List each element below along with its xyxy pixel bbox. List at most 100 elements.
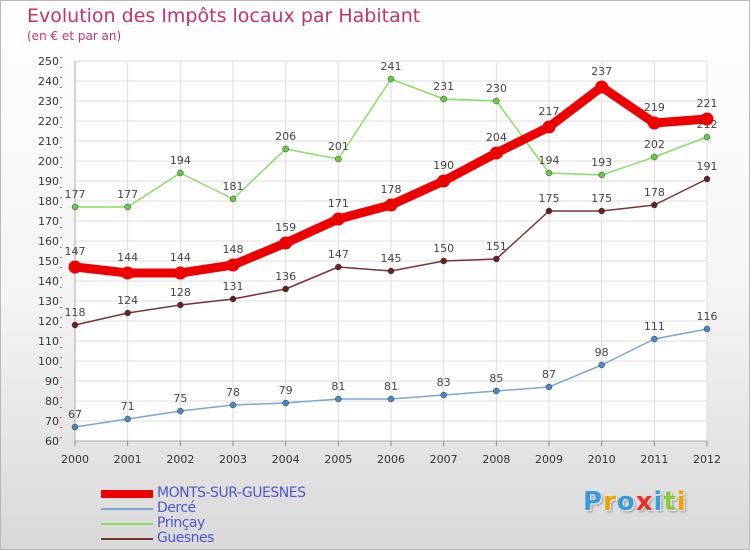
y-tick-label: 230 <box>38 95 59 108</box>
data-point <box>651 335 658 343</box>
data-point <box>229 401 237 409</box>
x-tick-label: 2010 <box>588 453 616 466</box>
x-tick-label: 2008 <box>482 453 510 466</box>
data-label: 177 <box>117 188 138 201</box>
data-label: 128 <box>170 286 191 299</box>
logo-letter: P <box>583 487 604 517</box>
x-tick-label: 2012 <box>693 453 721 466</box>
x-tick-label: 2002 <box>166 453 194 466</box>
data-label: 78 <box>226 386 240 399</box>
y-tick-label: 180 <box>38 195 59 208</box>
data-label: 79 <box>279 384 293 397</box>
y-tick-label: 90 <box>45 375 59 388</box>
data-point <box>279 236 293 250</box>
x-tick-label: 2003 <box>219 453 247 466</box>
data-label: 116 <box>697 310 718 323</box>
x-tick-label: 2005 <box>324 453 352 466</box>
data-point <box>229 295 237 303</box>
data-label: 111 <box>644 320 665 333</box>
legend-swatch <box>101 538 153 540</box>
legend-swatch <box>101 490 153 498</box>
data-point <box>545 207 553 215</box>
data-label: 131 <box>223 280 244 293</box>
data-label: 85 <box>489 372 503 385</box>
data-point <box>177 301 184 309</box>
data-point <box>437 174 451 188</box>
data-label: 175 <box>539 192 560 205</box>
data-point <box>595 80 609 94</box>
data-label: 136 <box>275 270 296 283</box>
data-label: 124 <box>117 294 138 307</box>
data-point <box>177 169 184 177</box>
x-tick-label: 2001 <box>114 453 142 466</box>
y-tick-label: 150 <box>38 255 59 268</box>
x-tick-label: 2007 <box>430 453 458 466</box>
data-label: 230 <box>486 82 507 95</box>
legend-label: Guesnes <box>157 530 214 546</box>
legend-label: MONTS-SUR-GUESNES <box>157 485 306 501</box>
x-tick-label: 2000 <box>61 453 89 466</box>
data-label: 178 <box>381 183 402 196</box>
data-point <box>387 75 395 83</box>
data-point <box>173 266 187 280</box>
y-tick-label: 240 <box>38 75 59 88</box>
data-label: 204 <box>486 131 507 144</box>
y-tick-label: 120 <box>38 315 59 328</box>
legend-swatch <box>101 508 153 510</box>
data-label: 83 <box>437 376 451 389</box>
data-point <box>542 120 556 134</box>
data-point <box>124 203 131 211</box>
data-label: 67 <box>68 408 82 421</box>
data-point <box>282 285 289 293</box>
data-point <box>598 361 605 369</box>
data-label: 98 <box>595 346 609 359</box>
chart-title: Evolution des Impôts locaux par Habitant <box>27 5 421 27</box>
data-label: 87 <box>542 368 556 381</box>
y-tick-label: 70 <box>45 415 59 428</box>
data-point <box>703 133 711 141</box>
data-point <box>124 309 131 317</box>
y-tick-label: 250 <box>38 55 59 68</box>
chart-subtitle: (en € et par an) <box>27 29 122 43</box>
data-label: 145 <box>381 252 402 265</box>
y-tick-label: 200 <box>38 155 59 168</box>
data-label: 178 <box>644 186 665 199</box>
data-point <box>71 423 79 431</box>
data-label: 193 <box>591 156 612 169</box>
logo-letter: x <box>635 487 654 517</box>
data-point <box>703 175 711 183</box>
data-label: 71 <box>121 400 135 413</box>
data-point <box>226 258 240 272</box>
data-point <box>331 212 345 226</box>
data-point <box>384 198 398 212</box>
data-label: 148 <box>223 243 244 256</box>
data-point <box>493 387 500 395</box>
y-tick-label: 160 <box>38 235 59 248</box>
data-point <box>387 395 395 403</box>
y-tick-label: 130 <box>38 295 59 308</box>
data-label: 75 <box>173 392 187 405</box>
data-point <box>124 415 131 423</box>
data-label: 81 <box>331 380 345 393</box>
data-point <box>493 255 500 263</box>
x-tick-label: 2011 <box>640 453 668 466</box>
data-point <box>545 383 553 391</box>
data-point <box>440 95 447 103</box>
y-tick-label: 100 <box>38 355 59 368</box>
data-point <box>282 399 289 407</box>
data-point <box>700 112 714 126</box>
data-label: 147 <box>65 245 86 258</box>
data-label: 237 <box>591 65 612 78</box>
data-label: 194 <box>170 154 191 167</box>
logo-letter: i <box>653 487 664 517</box>
data-point <box>651 201 658 209</box>
data-point <box>647 116 661 130</box>
data-point <box>489 146 503 160</box>
data-label: 194 <box>539 154 560 167</box>
legend-label: Dercé <box>157 500 196 516</box>
data-point <box>440 257 447 265</box>
data-label: 231 <box>433 80 454 93</box>
y-tick-label: 110 <box>38 335 59 348</box>
